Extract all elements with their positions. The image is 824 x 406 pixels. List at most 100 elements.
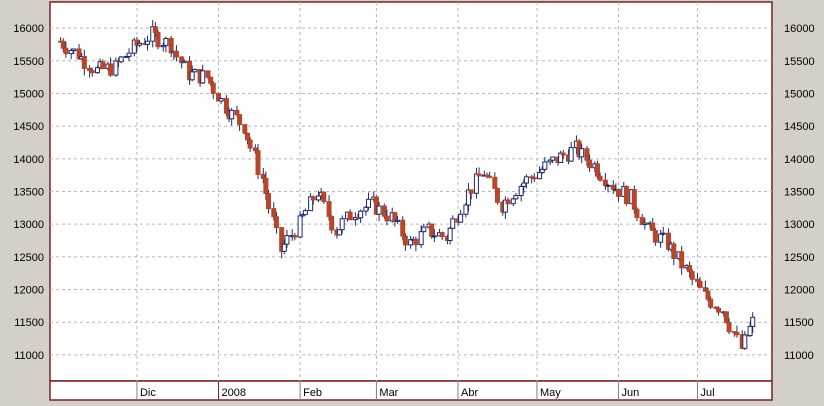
candle-down [689, 271, 695, 280]
y-tick-label-right: 15500 [784, 56, 815, 68]
candle-up [300, 214, 306, 217]
candle-down [708, 298, 714, 308]
candle-up [518, 185, 524, 196]
candle-down [723, 311, 729, 323]
y-tick-label-left: 11000 [14, 350, 44, 362]
candle-down [679, 251, 685, 269]
y-tick-label-right: 13500 [784, 187, 815, 199]
candle-down [716, 307, 722, 313]
y-tick-label-right: 16000 [784, 23, 815, 35]
candle-down [292, 235, 298, 238]
candle-up [308, 196, 314, 212]
candle-down [210, 82, 216, 94]
candle-down [694, 278, 700, 282]
candle-down [255, 150, 261, 175]
x-tick-label: Mar [379, 387, 398, 399]
candle-down [187, 60, 193, 81]
candle-up [466, 189, 472, 206]
candle-down [492, 176, 498, 189]
candle-up [363, 206, 369, 212]
candle-up [163, 37, 169, 46]
candle-down [168, 37, 174, 54]
candle-up [68, 50, 74, 55]
candle-down [402, 235, 408, 246]
candle-up [568, 147, 574, 162]
candle-down [697, 280, 703, 289]
candle-down [650, 222, 656, 232]
y-tick-label-left: 14500 [13, 121, 44, 133]
candle-up [510, 198, 516, 205]
x-tick-label: May [540, 387, 561, 399]
candle-down [597, 175, 603, 181]
candle-up [126, 52, 132, 57]
candle-down [631, 189, 637, 210]
candle-up [181, 60, 187, 64]
candle-down [329, 215, 335, 231]
candle-down [687, 264, 693, 273]
y-tick-label-right: 12500 [784, 252, 815, 264]
y-tick-label-left: 15000 [13, 88, 44, 100]
candle-down [208, 76, 214, 84]
candle-down [381, 205, 387, 217]
candle-down [63, 47, 69, 55]
grid-layer [50, 2, 772, 400]
candle-up [192, 69, 198, 73]
candle-up [547, 159, 553, 163]
y-tick-label-left: 13500 [13, 187, 44, 199]
candle-down [244, 132, 250, 141]
candle-down [347, 211, 353, 221]
candle-down [531, 177, 537, 180]
x-tick-label: Jun [622, 387, 640, 399]
candle-up [131, 39, 137, 54]
candle-up [218, 98, 224, 102]
candle-down [273, 216, 279, 229]
candle-up [458, 213, 464, 223]
candle-up [297, 215, 303, 238]
candle-down [413, 238, 419, 246]
candle-down [616, 188, 622, 197]
candle-down [155, 31, 161, 48]
candle-down [260, 173, 266, 179]
candle-up [750, 316, 756, 327]
candle-up [473, 173, 479, 194]
candle-up [137, 42, 143, 46]
y-tick-label-right: 15000 [784, 88, 815, 100]
candle-up [358, 210, 364, 219]
candle-up [316, 195, 322, 201]
candle-up [113, 60, 119, 76]
time-axis-strip [49, 380, 773, 401]
candle-up [160, 44, 166, 48]
candle-up [366, 198, 372, 208]
candle-up [658, 233, 664, 243]
candle-down [602, 179, 608, 187]
candle-down [76, 48, 82, 60]
candle-down [429, 223, 435, 237]
candle-up [558, 152, 564, 164]
y-tick-label-left: 16000 [13, 23, 44, 35]
candle-down [87, 67, 93, 72]
candle-up [447, 227, 453, 241]
x-tick-label: Dic [140, 387, 156, 399]
candle-down [726, 321, 732, 333]
candle-up [642, 222, 648, 226]
candle-up [302, 210, 308, 216]
candle-down [237, 114, 243, 126]
candle-down [216, 92, 222, 102]
candle-down [439, 232, 445, 238]
candle-up [450, 218, 456, 229]
candle-down [81, 56, 87, 69]
y-tick-label-right: 13000 [784, 219, 815, 231]
candle-up [337, 229, 343, 236]
candle-down [487, 175, 493, 178]
candle-up [537, 172, 543, 180]
candle-up [150, 26, 156, 42]
candle-down [652, 230, 658, 243]
candle-down [666, 232, 672, 250]
candle-up [521, 182, 527, 187]
candle-up [394, 219, 400, 222]
candle-down [179, 56, 185, 64]
candle-down [134, 39, 140, 46]
candle-down [671, 243, 677, 259]
candle-up [229, 109, 235, 120]
